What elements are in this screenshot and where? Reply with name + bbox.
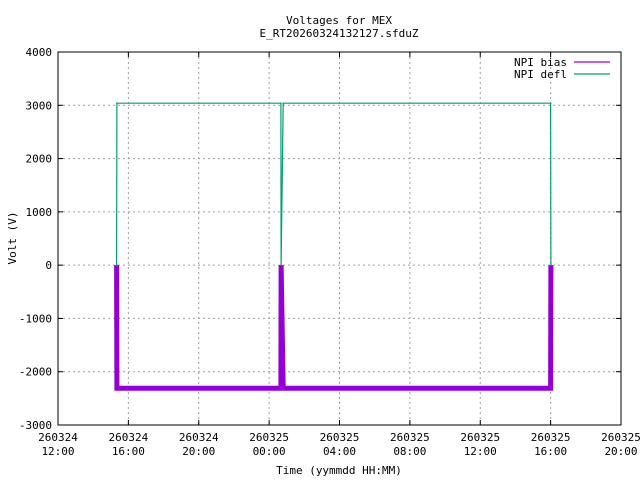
y-tick-label: 4000	[26, 46, 53, 59]
y-tick-label: -1000	[19, 312, 52, 325]
x-tick-label-date: 260325	[601, 431, 640, 444]
data-point-npi-defl	[550, 264, 552, 266]
data-point-npi-bias	[549, 387, 552, 390]
data-point-npi-bias	[280, 387, 282, 390]
series-line-npi-bias	[114, 265, 554, 391]
x-tick-label-date: 260324	[179, 431, 219, 444]
chart-title: Voltages for MEX	[286, 14, 392, 27]
x-axis-ticks: 26032412:0026032416:0026032420:002603250…	[38, 52, 640, 458]
legend-label: NPI bias	[514, 56, 567, 69]
legend-label: NPI defl	[514, 68, 567, 81]
x-tick-label-date: 260325	[531, 431, 571, 444]
data-point-npi-defl	[115, 264, 118, 266]
x-tick-label-date: 260325	[460, 431, 500, 444]
x-tick-label-time: 20:00	[182, 445, 215, 458]
x-tick-label-time: 16:00	[534, 445, 567, 458]
y-tick-label: 1000	[26, 206, 53, 219]
x-tick-label-time: 08:00	[393, 445, 426, 458]
x-tick-label-time: 16:00	[112, 445, 145, 458]
data-point-npi-defl	[549, 102, 552, 104]
x-tick-label-date: 260324	[38, 431, 78, 444]
x-tick-label-date: 260325	[390, 431, 430, 444]
data-point-npi-defl	[116, 102, 118, 104]
y-tick-label: -2000	[19, 366, 52, 379]
series-layer	[114, 102, 554, 391]
series-line-npi-defl	[115, 102, 552, 266]
grid-lines	[58, 52, 621, 425]
x-tick-label-time: 20:00	[604, 445, 637, 458]
y-tick-label: 2000	[26, 153, 53, 166]
x-tick-label-time: 00:00	[253, 445, 286, 458]
y-axis-label: Volt (V)	[6, 212, 19, 265]
x-tick-label-time: 04:00	[323, 445, 356, 458]
data-point-npi-defl	[280, 264, 282, 266]
y-tick-label: 3000	[26, 99, 53, 112]
x-tick-label-time: 12:00	[464, 445, 497, 458]
y-tick-label: 0	[45, 259, 52, 272]
x-tick-label-date: 260324	[109, 431, 149, 444]
y-tick-label: -3000	[19, 419, 52, 432]
x-axis-label: Time (yymmdd HH:MM)	[276, 464, 402, 477]
data-point-npi-bias	[282, 387, 285, 390]
data-point-npi-defl	[280, 102, 282, 104]
chart-subtitle: E_RT20260324132127.sfduZ	[260, 27, 419, 40]
data-point-npi-defl	[282, 102, 285, 104]
y-axis-ticks: -3000 -2000 -1000 0 1000 2000 3000 4000	[19, 46, 621, 432]
x-tick-label-time: 12:00	[41, 445, 74, 458]
x-tick-label-date: 260325	[249, 431, 289, 444]
x-tick-label-date: 260325	[320, 431, 360, 444]
data-point-npi-bias	[116, 387, 118, 390]
